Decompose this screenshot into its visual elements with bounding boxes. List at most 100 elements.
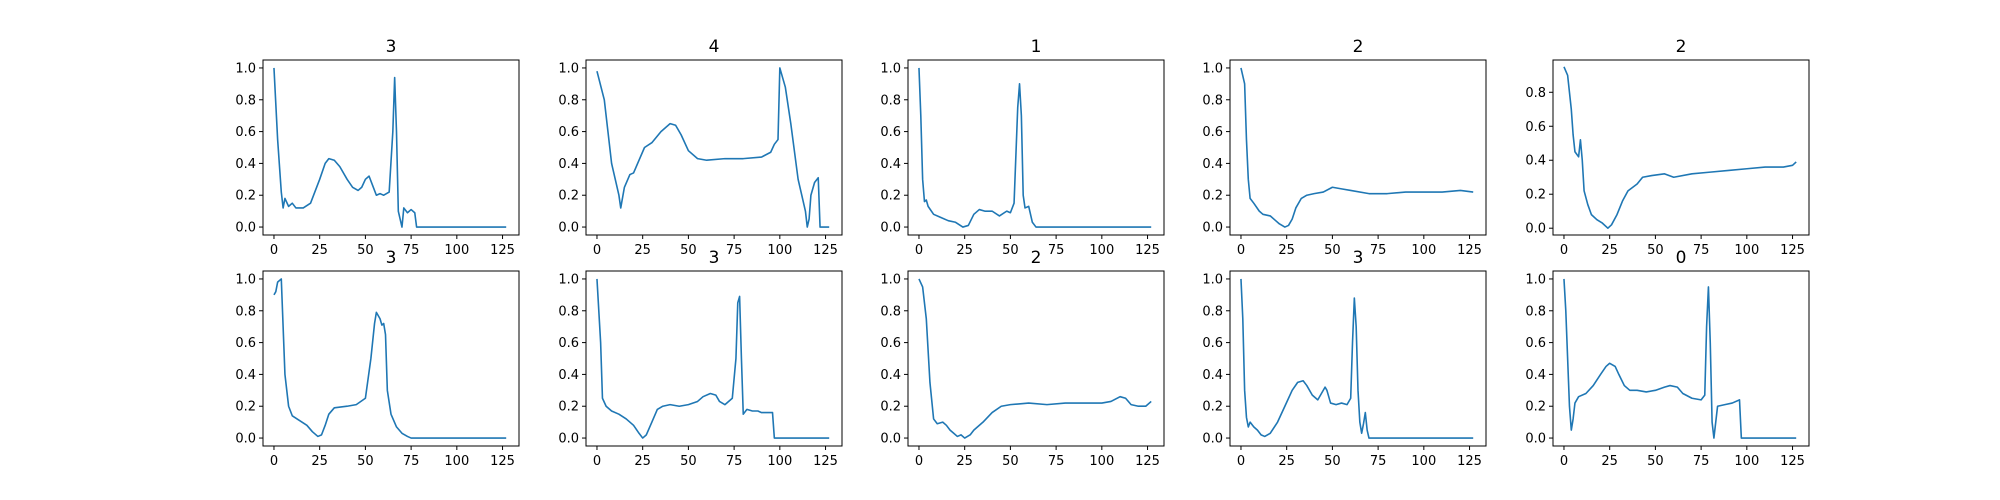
- y-tick-label: 0.2: [1525, 188, 1546, 203]
- axes-frame: [585, 270, 843, 447]
- x-tick-label: 25: [311, 454, 328, 469]
- y-tick-label: 0.0: [558, 432, 579, 447]
- y-tick-label: 0.4: [880, 157, 901, 172]
- y-tick-label: 0.6: [880, 125, 901, 140]
- subplot-title: 2: [1353, 37, 1364, 57]
- x-tick-label: 50: [357, 243, 374, 258]
- axes-frame: [907, 59, 1165, 236]
- subplot-title: 3: [1353, 248, 1364, 268]
- x-tick-label: 25: [1278, 243, 1295, 258]
- x-tick-label: 75: [403, 454, 420, 469]
- y-tick-label: 1.0: [1202, 272, 1223, 287]
- axes-frame: [585, 59, 843, 236]
- x-tick-label: 75: [1048, 454, 1065, 469]
- x-tick-label: 25: [1278, 454, 1295, 469]
- y-tick-label: 0.4: [558, 157, 579, 172]
- x-tick-label: 100: [1411, 454, 1436, 469]
- subplot-title: 1: [1031, 37, 1042, 57]
- subplot-7: 0 25 50 75 100 125 0.0 0.2 0.4 0.6 0.8 1.0 3: [558, 248, 843, 469]
- subplot-title: 3: [386, 37, 397, 57]
- y-tick-label: 0.4: [235, 368, 256, 383]
- y-tick-label: 0.8: [880, 93, 901, 108]
- x-tick-label: 125: [1135, 454, 1160, 469]
- x-tick-label: 25: [634, 454, 651, 469]
- axes-frame: [1552, 59, 1810, 236]
- y-tick-label: 0.8: [880, 304, 901, 319]
- subplot-title: 0: [1676, 248, 1687, 268]
- y-tick-label: 0.2: [880, 400, 901, 415]
- x-tick-label: 75: [1370, 454, 1387, 469]
- x-tick-label: 0: [915, 243, 923, 258]
- x-tick-label: 50: [680, 243, 697, 258]
- y-tick-label: 0.8: [1525, 304, 1546, 319]
- x-tick-label: 0: [1560, 454, 1568, 469]
- y-tick-label: 1.0: [235, 272, 256, 287]
- subplot-title: 2: [1676, 37, 1687, 57]
- y-tick-label: 0.0: [1202, 221, 1223, 236]
- subplot-10: 0 25 50 75 100 125 0.0 0.2 0.4 0.6 0.8 1.0 0: [1525, 248, 1810, 469]
- x-tick-label: 75: [403, 243, 420, 258]
- x-tick-label: 50: [1002, 454, 1019, 469]
- x-tick-label: 75: [726, 243, 743, 258]
- subplot-title: 2: [1031, 248, 1042, 268]
- x-tick-label: 50: [1324, 454, 1341, 469]
- x-tick-label: 0: [915, 454, 923, 469]
- y-tick-label: 1.0: [880, 272, 901, 287]
- y-tick-label: 0.6: [558, 125, 579, 140]
- subplot-title: 3: [386, 248, 397, 268]
- x-tick-label: 125: [1457, 454, 1482, 469]
- x-tick-label: 125: [1780, 454, 1805, 469]
- x-tick-label: 75: [1370, 243, 1387, 258]
- y-tick-label: 0.4: [1525, 368, 1546, 383]
- y-tick-label: 0.2: [235, 400, 256, 415]
- x-tick-label: 50: [1002, 243, 1019, 258]
- x-tick-label: 125: [1780, 243, 1805, 258]
- y-tick-label: 0.0: [1525, 222, 1546, 237]
- x-tick-label: 25: [1601, 243, 1618, 258]
- y-tick-label: 0.2: [558, 189, 579, 204]
- series-line: [918, 67, 1152, 228]
- y-tick-label: 0.6: [558, 336, 579, 351]
- y-tick-label: 0.2: [558, 400, 579, 415]
- y-tick-label: 0.0: [235, 432, 256, 447]
- y-tick-label: 0.8: [1202, 304, 1223, 319]
- y-tick-label: 0.8: [235, 93, 256, 108]
- y-tick-label: 0.8: [1202, 93, 1223, 108]
- x-tick-label: 75: [1693, 243, 1710, 258]
- y-tick-label: 1.0: [880, 61, 901, 76]
- x-tick-label: 100: [767, 243, 792, 258]
- x-tick-label: 125: [1457, 243, 1482, 258]
- series-line: [1240, 278, 1474, 439]
- x-tick-label: 0: [270, 454, 278, 469]
- y-tick-label: 1.0: [558, 61, 579, 76]
- x-tick-label: 100: [1089, 454, 1114, 469]
- series-line: [273, 67, 507, 228]
- axes-frame: [907, 270, 1165, 447]
- x-tick-label: 0: [1237, 454, 1245, 469]
- subplot-title: 3: [709, 248, 720, 268]
- x-tick-label: 125: [813, 454, 838, 469]
- x-tick-label: 100: [444, 454, 469, 469]
- y-tick-label: 0.6: [1202, 125, 1223, 140]
- x-tick-label: 125: [490, 243, 515, 258]
- x-tick-label: 50: [1647, 454, 1664, 469]
- x-tick-label: 75: [726, 454, 743, 469]
- x-tick-label: 125: [490, 454, 515, 469]
- y-tick-label: 0.2: [1202, 400, 1223, 415]
- y-tick-label: 0.8: [558, 304, 579, 319]
- x-tick-label: 25: [956, 454, 973, 469]
- axes-frame: [262, 59, 520, 236]
- y-tick-label: 0.8: [235, 304, 256, 319]
- y-tick-label: 0.6: [235, 125, 256, 140]
- x-tick-label: 0: [270, 243, 278, 258]
- x-tick-label: 50: [357, 454, 374, 469]
- x-tick-label: 100: [1411, 243, 1436, 258]
- x-tick-label: 50: [1647, 243, 1664, 258]
- x-tick-label: 50: [680, 454, 697, 469]
- y-tick-label: 0.0: [558, 221, 579, 236]
- series-line: [596, 67, 830, 228]
- axes-frame: [1229, 59, 1487, 236]
- x-tick-label: 100: [1734, 454, 1759, 469]
- x-tick-label: 125: [1135, 243, 1160, 258]
